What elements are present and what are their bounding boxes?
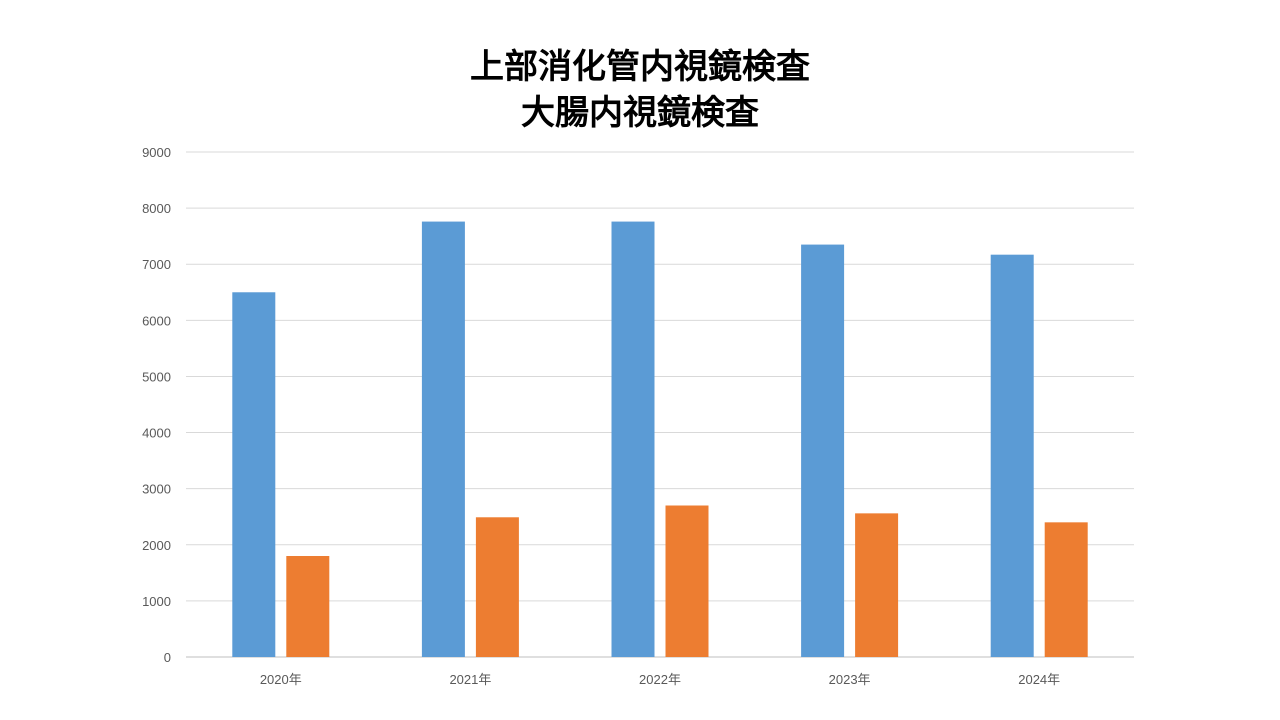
y-tick-label: 2000 xyxy=(142,538,171,553)
x-tick-label: 2022年 xyxy=(639,672,681,687)
x-tick-label: 2024年 xyxy=(1018,672,1060,687)
y-tick-label: 7000 xyxy=(142,257,171,272)
bar-series-2 xyxy=(1044,522,1088,657)
bar-series-1 xyxy=(990,254,1034,657)
bar-series-2 xyxy=(855,513,899,657)
chart-title-line-2: 大腸内視鏡検査 xyxy=(521,93,759,133)
x-axis-tick-labels: 2020年 2021年 2022年 2023年 2024年 xyxy=(260,672,1060,687)
y-tick-label: 9000 xyxy=(142,145,171,160)
bar-series-1 xyxy=(801,244,845,658)
bar-series-1 xyxy=(232,292,276,657)
chart-title: 上部消化管内視鏡検査 大腸内視鏡検査 xyxy=(0,44,1280,136)
chart-title-line-1: 上部消化管内視鏡検査 xyxy=(470,47,810,87)
y-tick-label: 3000 xyxy=(142,482,171,497)
bar-series-2 xyxy=(475,517,519,657)
y-axis-tick-labels: 0 1000 2000 3000 4000 5000 6000 7000 8000 9000 xyxy=(142,145,171,665)
bar-series-1 xyxy=(611,221,655,658)
gridlines xyxy=(186,151,1134,658)
x-tick-label: 2023年 xyxy=(829,672,871,687)
y-tick-label: 0 xyxy=(164,650,171,665)
bar-series-2 xyxy=(286,556,330,657)
bar-series-2 xyxy=(665,505,709,657)
bar-series-1 xyxy=(421,221,465,658)
y-tick-label: 8000 xyxy=(142,201,171,216)
x-tick-label: 2021年 xyxy=(449,672,491,687)
y-tick-label: 5000 xyxy=(142,369,171,384)
bars xyxy=(232,221,1088,658)
y-tick-label: 1000 xyxy=(142,594,171,609)
y-tick-label: 6000 xyxy=(142,313,171,328)
x-tick-label: 2020年 xyxy=(260,672,302,687)
y-tick-label: 4000 xyxy=(142,426,171,441)
